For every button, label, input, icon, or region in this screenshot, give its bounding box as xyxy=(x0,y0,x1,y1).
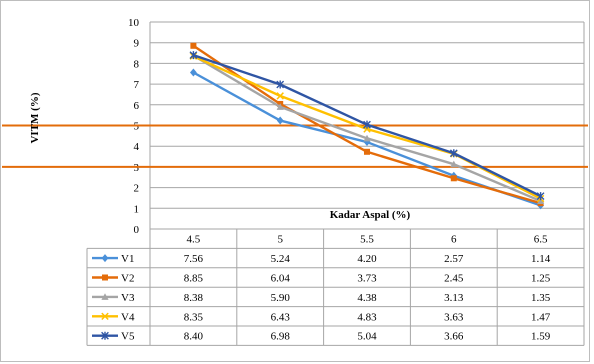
data-point-v3-2 xyxy=(363,134,371,142)
data-label-v4-4: 1.47 xyxy=(531,311,551,323)
data-point-v3-4 xyxy=(537,197,545,205)
data-label-v3-4: 1.35 xyxy=(531,292,551,304)
data-label-v4-3: 3.63 xyxy=(444,311,464,323)
legend-marker-v5 xyxy=(101,331,109,340)
data-point-v4-1 xyxy=(276,92,284,100)
legend-key-v3 xyxy=(92,293,118,300)
legend-label-v3: V3 xyxy=(121,292,135,304)
data-label-v5-1: 6.98 xyxy=(271,331,291,343)
x-tick-label-5.5: 5.5 xyxy=(360,234,374,246)
y-tick-label-10: 10 xyxy=(128,17,140,29)
legend-marker-v4 xyxy=(101,312,109,321)
legend-key-v5 xyxy=(92,331,118,340)
data-label-v4-1: 6.43 xyxy=(271,311,291,323)
y-tick-label-8: 8 xyxy=(134,58,140,70)
y-tick-label-1: 1 xyxy=(134,203,140,215)
data-point-v5-2 xyxy=(363,120,371,129)
data-label-v2-3: 2.45 xyxy=(444,273,464,285)
data-label-v5-3: 3.66 xyxy=(444,331,464,343)
legend-key-v4 xyxy=(92,312,118,321)
legend-label-v2: V2 xyxy=(121,273,134,285)
data-label-v2-2: 3.73 xyxy=(357,273,377,285)
data-label-v3-3: 3.13 xyxy=(444,292,464,304)
series-v5 xyxy=(189,51,545,201)
y-tick-label-9: 9 xyxy=(134,38,140,50)
data-point-v1-2 xyxy=(363,138,371,147)
legend-label-v4: V4 xyxy=(121,311,135,323)
data-label-v1-0: 7.56 xyxy=(184,253,204,265)
y-tick-label-7: 7 xyxy=(134,79,140,91)
x-tick-label-5: 5 xyxy=(277,234,283,246)
data-label-v4-2: 4.83 xyxy=(357,311,377,323)
data-label-v1-4: 1.14 xyxy=(531,253,551,265)
data-label-v3-2: 4.38 xyxy=(357,292,377,304)
legend-marker-v1 xyxy=(101,254,109,263)
legend-label-v5: V5 xyxy=(121,331,135,343)
legend-label-v1: V1 xyxy=(121,253,134,265)
data-label-v4-0: 8.35 xyxy=(184,311,204,323)
legend-key-v1 xyxy=(92,254,118,263)
data-point-v2-2 xyxy=(364,148,370,155)
data-point-v2-3 xyxy=(450,175,457,182)
data-label-v3-1: 5.90 xyxy=(271,292,291,304)
legend-key-v2 xyxy=(92,274,118,281)
data-label-v2-0: 8.85 xyxy=(184,273,204,285)
data-label-v1-3: 2.57 xyxy=(444,253,464,265)
data-label-v2-1: 6.04 xyxy=(271,273,291,285)
x-axis-title: Kadar Aspal (%) xyxy=(330,209,411,221)
y-tick-label-0: 0 xyxy=(134,224,140,236)
data-point-v1-0 xyxy=(190,68,197,77)
y-tick-label-6: 6 xyxy=(134,100,140,112)
x-tick-label-6: 6 xyxy=(451,234,457,246)
data-label-v2-4: 1.25 xyxy=(531,273,551,285)
y-tick-label-4: 4 xyxy=(134,141,140,153)
data-point-v2-0 xyxy=(190,42,197,49)
y-axis-title: VITM (%) xyxy=(29,92,41,143)
data-point-v5-0 xyxy=(189,51,198,60)
legend-marker-v2 xyxy=(102,274,108,281)
data-label-v1-1: 5.24 xyxy=(271,253,291,265)
data-label-v5-2: 5.04 xyxy=(357,331,377,343)
data-point-v5-1 xyxy=(276,80,285,89)
data-label-v3-0: 8.38 xyxy=(184,292,204,304)
y-tick-label-2: 2 xyxy=(134,183,140,195)
data-label-v1-2: 4.20 xyxy=(357,253,377,265)
data-point-v3-1 xyxy=(276,103,284,110)
x-tick-label-6.5: 6.5 xyxy=(534,234,548,246)
data-point-v3-3 xyxy=(450,160,458,168)
legend-marker-v3 xyxy=(101,293,109,300)
x-tick-label-4.5: 4.5 xyxy=(187,234,201,246)
data-label-v5-4: 1.59 xyxy=(531,331,551,343)
data-point-v1-1 xyxy=(276,116,284,125)
data-label-v5-0: 8.40 xyxy=(184,331,204,343)
data-point-v5-4 xyxy=(536,192,545,201)
data-point-v5-3 xyxy=(449,149,458,158)
